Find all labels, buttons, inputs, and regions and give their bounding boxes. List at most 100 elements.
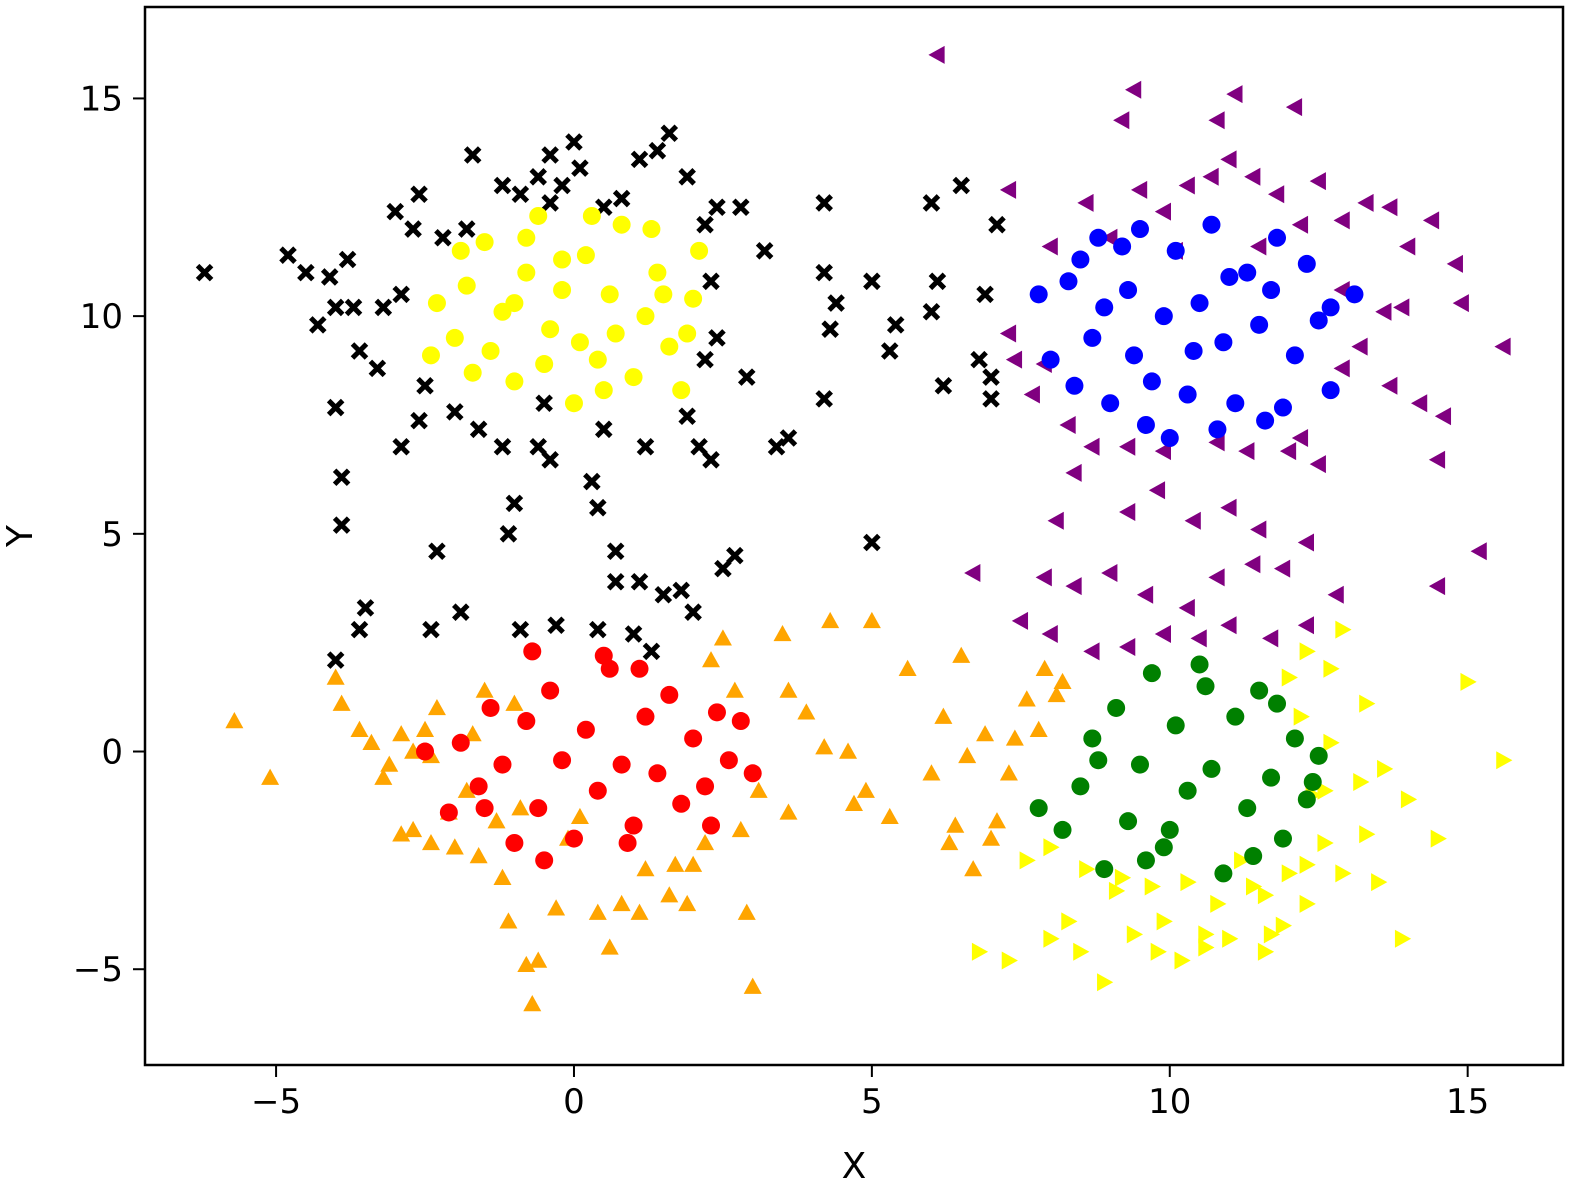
data-point — [1035, 659, 1054, 676]
data-point — [1275, 916, 1292, 935]
data-point — [1256, 411, 1275, 430]
data-point — [481, 341, 500, 360]
data-point — [571, 159, 589, 177]
data-point — [1244, 847, 1263, 866]
data-point — [612, 755, 631, 774]
data-point — [1323, 733, 1340, 752]
data-point — [589, 498, 607, 517]
data-point — [1317, 833, 1334, 852]
data-point — [1297, 616, 1315, 635]
data-point — [421, 346, 440, 365]
y-tick-label: 10 — [80, 297, 123, 337]
data-point — [690, 241, 709, 260]
data-point — [1119, 281, 1138, 300]
data-point — [493, 755, 512, 774]
data-point — [427, 294, 446, 313]
x-tick-label: 5 — [861, 1082, 883, 1122]
data-point — [493, 437, 512, 456]
data-point — [636, 707, 655, 726]
data-point — [1071, 250, 1090, 269]
data-point — [1333, 211, 1350, 230]
data-point — [1399, 237, 1416, 256]
data-point — [529, 951, 548, 968]
data-point — [1245, 877, 1263, 896]
data-point — [374, 298, 393, 317]
data-point — [469, 420, 488, 439]
data-point — [1393, 298, 1410, 317]
data-point — [1250, 237, 1267, 256]
data-point — [922, 303, 941, 321]
data-point — [451, 241, 470, 260]
data-point — [1220, 267, 1239, 286]
data-point — [392, 437, 410, 456]
data-point — [1494, 337, 1511, 356]
data-point — [553, 751, 572, 770]
data-point — [523, 642, 542, 661]
data-point — [570, 807, 589, 825]
data-point — [350, 720, 369, 737]
data-point — [922, 194, 941, 212]
data-point — [678, 168, 696, 186]
data-point — [958, 746, 977, 764]
data-point — [427, 698, 446, 716]
data-point — [582, 206, 601, 225]
data-point — [737, 368, 756, 386]
data-point — [1083, 328, 1102, 347]
series-6 — [416, 642, 762, 870]
data-point — [971, 942, 989, 961]
data-point — [362, 733, 381, 751]
data-point — [1291, 429, 1309, 448]
data-point — [1285, 98, 1303, 117]
data-point — [1411, 394, 1428, 413]
data-point — [863, 272, 881, 291]
data-point — [475, 681, 494, 698]
data-point — [416, 720, 435, 737]
data-point — [1452, 294, 1469, 313]
data-point — [457, 781, 476, 798]
data-point — [1119, 638, 1136, 657]
data-point — [517, 712, 536, 731]
data-point — [1089, 228, 1108, 247]
data-point — [1136, 585, 1154, 604]
data-point — [642, 220, 661, 239]
data-point — [195, 263, 214, 282]
data-point — [1268, 228, 1287, 247]
data-point — [600, 938, 619, 955]
data-point — [1108, 881, 1126, 900]
data-point — [1029, 720, 1048, 737]
data-point — [570, 333, 589, 352]
data-point — [505, 372, 524, 391]
data-point — [1136, 851, 1155, 870]
x-tick-label: 10 — [1148, 1082, 1191, 1122]
data-point — [499, 912, 518, 929]
data-point — [576, 246, 595, 265]
data-point — [696, 215, 714, 234]
data-point — [702, 816, 721, 835]
data-point — [815, 194, 833, 212]
data-point — [475, 799, 494, 818]
data-point — [1375, 302, 1392, 321]
data-point — [1029, 285, 1048, 304]
data-point — [1262, 281, 1281, 300]
data-point — [565, 133, 583, 151]
data-point — [719, 751, 738, 770]
data-point — [1226, 707, 1245, 726]
data-point — [368, 359, 387, 378]
data-point — [636, 437, 655, 456]
data-point — [999, 324, 1017, 343]
data-point — [1257, 886, 1275, 905]
data-point — [1422, 211, 1440, 230]
data-point — [541, 194, 559, 212]
y-tick-label: −5 — [73, 950, 123, 990]
data-point — [428, 542, 446, 561]
data-point — [1130, 755, 1149, 774]
data-point — [1244, 555, 1261, 574]
data-point — [1309, 746, 1328, 765]
data-point — [1023, 385, 1040, 404]
data-point — [535, 355, 554, 374]
data-point — [779, 681, 798, 698]
data-point — [1142, 372, 1161, 391]
data-point — [755, 242, 774, 260]
data-point — [880, 807, 899, 825]
